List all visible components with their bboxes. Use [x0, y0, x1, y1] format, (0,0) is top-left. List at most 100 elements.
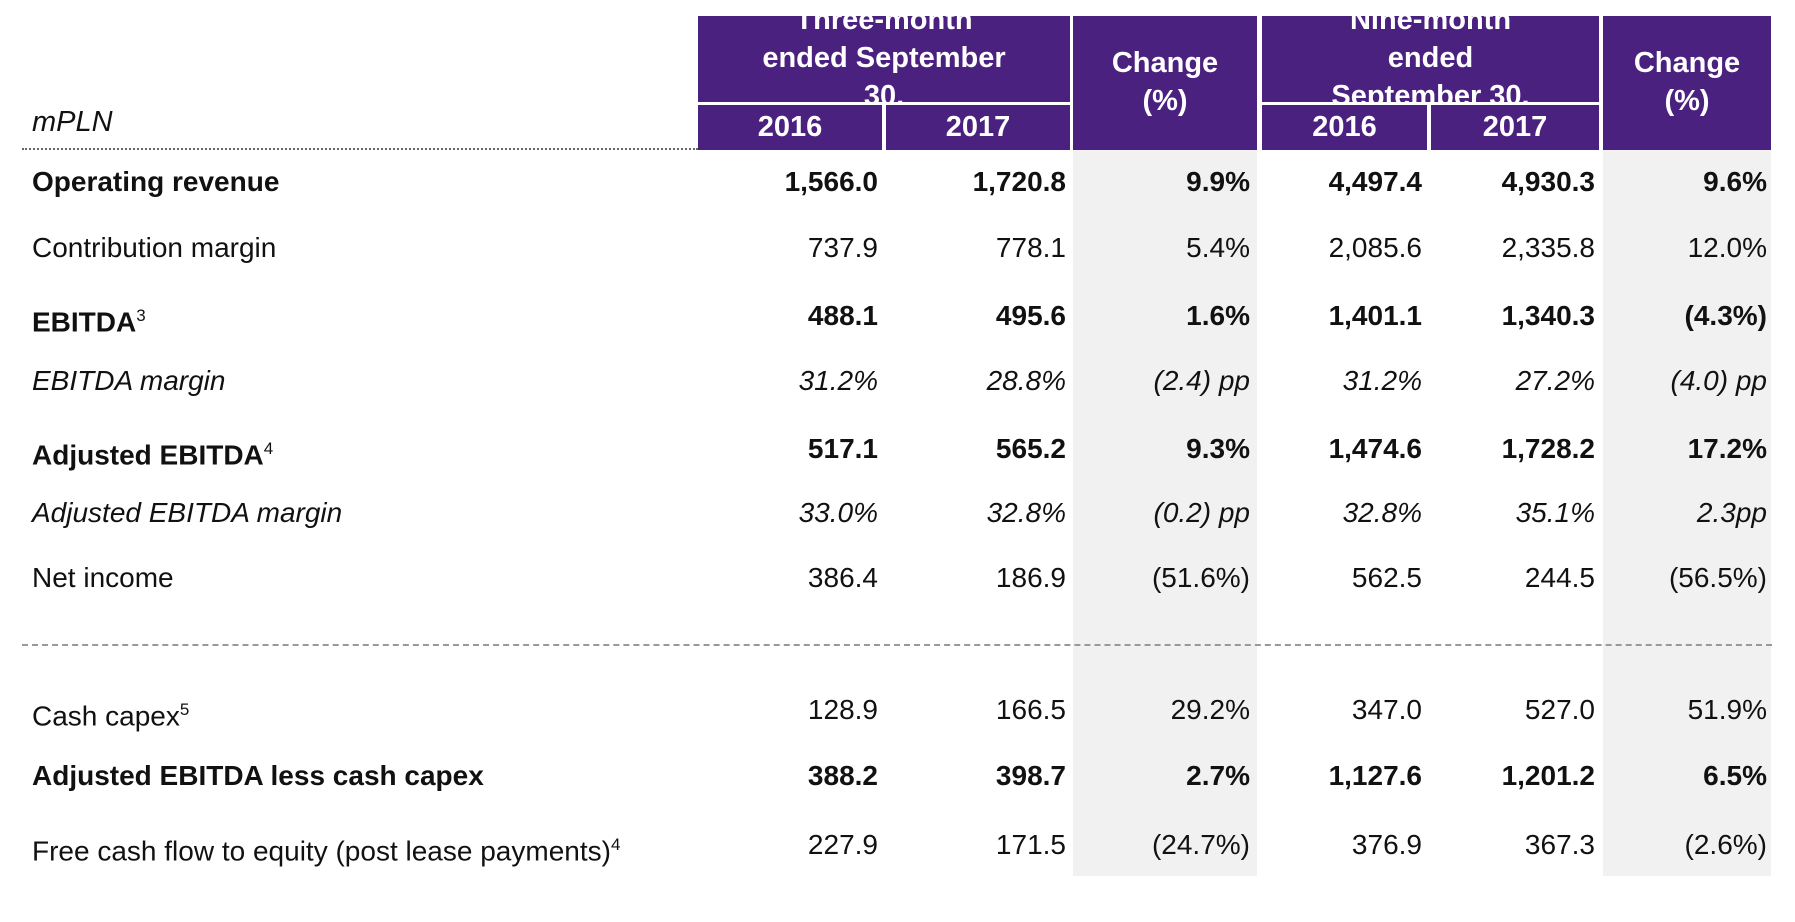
row-label-text: Adjusted EBITDA less cash capex [32, 760, 484, 791]
cell-9m-2016: 31.2% [1342, 365, 1422, 396]
table-row: Free cash flow to equity (post lease pay… [0, 823, 1795, 867]
cell-9m-change: 9.6% [1703, 166, 1767, 197]
footnote-marker: 4 [610, 835, 621, 854]
cell-9m-2016: 2,085.6 [1328, 232, 1422, 263]
cell-q3-2017: 565.2 [995, 433, 1066, 464]
cell-9m-2016: 1,474.6 [1328, 433, 1422, 464]
cell-9m-2016: 1,127.6 [1328, 760, 1422, 791]
cell-q3-change: 9.9% [1186, 166, 1250, 197]
cell-9m-change: (4.0) pp [1670, 365, 1768, 396]
header-three-month-2016: 2016 [698, 105, 882, 150]
cell-9m-2016: 32.8% [1342, 497, 1422, 528]
cell-q3-2016: 128.9 [807, 694, 878, 725]
row-label: EBITDA3 [32, 294, 146, 344]
table-row: Cash capex5 128.9 166.5 29.2% 347.0 527.0 51.9… [0, 688, 1795, 732]
cell-q3-2017: 495.6 [995, 300, 1066, 331]
section-divider [22, 644, 1772, 646]
table-row: Operating revenue 1,566.0 1,720.8 9.9% 4,497… [0, 160, 1795, 204]
cell-q3-2017: 28.8% [986, 365, 1066, 396]
cell-9m-change: 12.0% [1687, 232, 1767, 263]
header-change-1: Change (%) [1073, 16, 1257, 150]
row-label-text: Adjusted EBITDA [32, 439, 264, 471]
cell-q3-change: (24.7%) [1151, 829, 1250, 860]
cell-9m-2016: 1,401.1 [1328, 300, 1422, 331]
cell-q3-2016: 488.1 [807, 300, 878, 331]
cell-q3-change: 29.2% [1170, 694, 1250, 725]
footnote-marker: 5 [179, 700, 190, 719]
row-label-text: Net income [32, 562, 174, 593]
cell-9m-2017: 527.0 [1524, 694, 1595, 725]
cell-q3-2017: 32.8% [986, 497, 1066, 528]
table-row: Contribution margin 737.9 778.1 5.4% 2,085.6… [0, 226, 1795, 270]
cell-q3-change: 9.3% [1186, 433, 1250, 464]
footnote-marker: 4 [263, 439, 274, 458]
cell-9m-2017: 1,201.2 [1501, 760, 1595, 791]
cell-q3-2016: 737.9 [807, 232, 878, 263]
cell-q3-2016: 1,566.0 [784, 166, 878, 197]
table-row: EBITDA margin 31.2% 28.8% (2.4) pp 31.2% 27.2… [0, 359, 1795, 403]
row-label: Adjusted EBITDA4 [32, 427, 273, 477]
row-label: Operating revenue [32, 160, 279, 204]
row-label-text: EBITDA [32, 306, 137, 338]
row-label: Net income [32, 556, 174, 600]
cell-9m-2016: 376.9 [1351, 829, 1422, 860]
row-label: Contribution margin [32, 226, 276, 270]
cell-9m-change: 17.2% [1687, 433, 1767, 464]
table-row: Net income 386.4 186.9 (51.6%) 562.5 244.5 (56… [0, 556, 1795, 600]
row-label: Adjusted EBITDA margin [32, 491, 342, 535]
header-nine-month-2016: 2016 [1262, 105, 1427, 150]
cell-q3-2017: 166.5 [995, 694, 1066, 725]
cell-9m-2016: 347.0 [1351, 694, 1422, 725]
header-divider [22, 148, 698, 150]
cell-9m-2017: 27.2% [1515, 365, 1595, 396]
cell-q3-change: 1.6% [1186, 300, 1250, 331]
cell-q3-2017: 186.9 [995, 562, 1066, 593]
row-label-text: EBITDA margin [32, 365, 226, 396]
cell-9m-2016: 4,497.4 [1328, 166, 1422, 197]
cell-9m-2017: 4,930.3 [1501, 166, 1595, 197]
cell-q3-2017: 171.5 [995, 829, 1066, 860]
header-change-2: Change (%) [1603, 16, 1771, 150]
unit-label: mPLN [32, 106, 113, 138]
cell-q3-change: (2.4) pp [1153, 365, 1251, 396]
cell-q3-2016: 388.2 [807, 760, 878, 791]
row-label-text: Operating revenue [32, 166, 280, 197]
cell-9m-change: (56.5%) [1668, 562, 1767, 593]
cell-q3-change: (0.2) pp [1153, 497, 1251, 528]
cell-q3-2017: 778.1 [995, 232, 1066, 263]
cell-q3-2016: 33.0% [798, 497, 878, 528]
table-row: Adjusted EBITDA4 517.1 565.2 9.3% 1,474.6 1,7… [0, 427, 1795, 471]
change-column-shade-2 [1603, 150, 1771, 876]
change-column-shade-1 [1073, 150, 1257, 876]
cell-9m-2016: 562.5 [1351, 562, 1422, 593]
header-three-month: Three-month ended September 30, [698, 4, 1070, 112]
footnote-marker: 3 [136, 306, 146, 325]
table-row: Adjusted EBITDA less cash capex 388.2 398.… [0, 754, 1795, 798]
row-label-text: Cash capex [32, 700, 180, 732]
cell-q3-change: 5.4% [1186, 232, 1250, 263]
row-label-text: Adjusted EBITDA margin [32, 497, 343, 528]
table-row: EBITDA3 488.1 495.6 1.6% 1,401.1 1,340.3 (4.3%… [0, 294, 1795, 338]
cell-q3-2016: 517.1 [807, 433, 878, 464]
cell-9m-change: 6.5% [1703, 760, 1767, 791]
cell-9m-change: (4.3%) [1684, 300, 1767, 331]
row-label-text: Free cash flow to equity (post lease pay… [32, 835, 611, 867]
cell-q3-change: (51.6%) [1151, 562, 1250, 593]
cell-q3-change: 2.7% [1186, 760, 1250, 791]
cell-q3-2017: 1,720.8 [972, 166, 1066, 197]
header-nine-month: Nine-month ended September 30, [1262, 4, 1599, 112]
cell-9m-2017: 1,340.3 [1501, 300, 1595, 331]
cell-9m-2017: 244.5 [1524, 562, 1595, 593]
row-label: EBITDA margin [32, 359, 225, 403]
cell-9m-2017: 35.1% [1515, 497, 1595, 528]
cell-q3-2016: 227.9 [807, 829, 878, 860]
row-label-text: Contribution margin [32, 232, 277, 263]
table-row: Adjusted EBITDA margin 33.0% 32.8% (0.2) pp… [0, 491, 1795, 535]
row-label: Adjusted EBITDA less cash capex [32, 754, 484, 798]
cell-q3-2017: 398.7 [995, 760, 1066, 791]
cell-q3-2016: 386.4 [807, 562, 878, 593]
cell-9m-change: 51.9% [1687, 694, 1767, 725]
header-nine-month-2017: 2017 [1431, 105, 1599, 150]
cell-9m-2017: 2,335.8 [1501, 232, 1595, 263]
cell-9m-change: (2.6%) [1684, 829, 1767, 860]
